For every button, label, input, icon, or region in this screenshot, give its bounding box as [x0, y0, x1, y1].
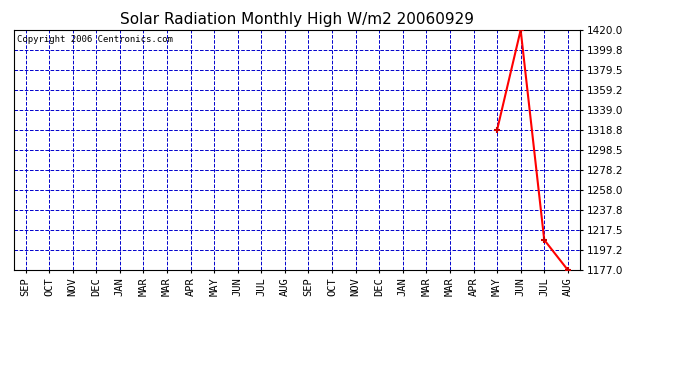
Title: Solar Radiation Monthly High W/m2 20060929: Solar Radiation Monthly High W/m2 200609… — [119, 12, 474, 27]
Text: Copyright 2006 Centronics.com: Copyright 2006 Centronics.com — [17, 35, 172, 44]
